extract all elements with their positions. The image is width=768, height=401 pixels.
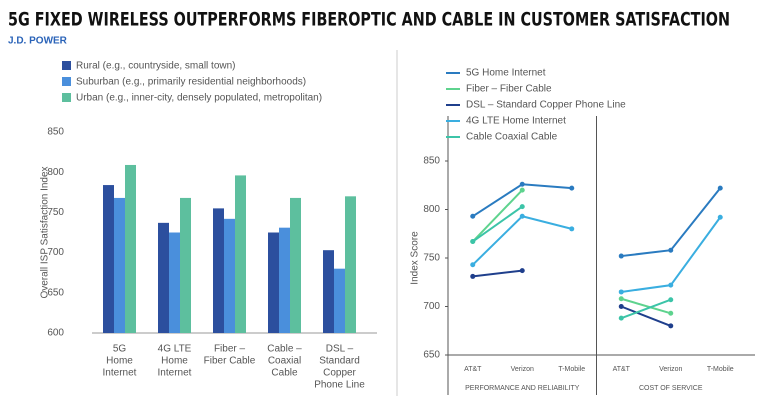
legend-swatch [62, 93, 71, 102]
bar [290, 197, 301, 333]
y-tick-label: 750 [423, 253, 440, 264]
bar [235, 175, 246, 333]
y-tick-label: 650 [423, 350, 440, 361]
y-tick-label: 750 [47, 207, 64, 218]
bar [103, 185, 114, 333]
x-tick-label: Fiber Cable [204, 356, 256, 367]
legend-label: 5G Home Internet [466, 68, 546, 79]
legend-label: Fiber – Fiber Cable [466, 84, 552, 95]
x-tick-label: Verizon [659, 366, 682, 373]
bar [125, 164, 136, 333]
x-tick-label: Home [161, 356, 188, 367]
bar [224, 218, 235, 333]
bar [279, 227, 290, 333]
legend-swatch [62, 77, 71, 86]
page-title: 5G FIXED WIRELESS OUTPERFORMS FIBEROPTIC… [8, 9, 730, 31]
bar [158, 222, 169, 333]
bar [323, 250, 334, 333]
bar [334, 268, 345, 333]
x-tick-label: Coaxial [268, 356, 301, 367]
y-tick-label: 800 [423, 204, 440, 215]
line [472, 189, 523, 243]
line [620, 298, 672, 320]
y-tick-label: 700 [47, 247, 64, 258]
x-tick-label: Home [106, 356, 133, 367]
x-tick-label: Cable – [267, 344, 302, 355]
x-tick-label: Internet [103, 368, 137, 379]
x-tick-label: Verizon [511, 366, 534, 373]
bar [268, 232, 279, 333]
y-axis-label: Overall ISP Satisfaction Index [40, 166, 51, 298]
line [621, 187, 722, 258]
legend-label: Cable Coaxial Cable [466, 132, 558, 143]
legend-label: Urban (e.g., inner-city, densely populat… [76, 93, 322, 104]
line [620, 305, 672, 327]
bar [345, 196, 356, 333]
y-axis-label: Index Score [410, 231, 421, 285]
legend-label: Suburban (e.g., primarily residential ne… [76, 77, 306, 88]
line [472, 215, 572, 266]
line [472, 183, 572, 218]
legend-label: DSL – Standard Copper Phone Line [466, 100, 626, 111]
x-tick-label: T-Mobile [558, 366, 585, 373]
bar [169, 232, 180, 333]
y-tick-label: 850 [47, 127, 64, 138]
x-tick-label: Fiber – [214, 344, 246, 355]
x-tick-label: AT&T [464, 366, 482, 373]
line [472, 205, 523, 243]
x-tick-label: Phone Line [314, 380, 365, 391]
x-tick-label: DSL – [326, 344, 354, 355]
legend-label: Rural (e.g., countryside, small town) [76, 61, 236, 72]
panel-label: COST OF SERVICE [639, 385, 703, 392]
x-tick-label: Standard [319, 356, 360, 367]
source: J.D. POWER [8, 36, 68, 47]
bar [180, 197, 191, 333]
x-tick-label: Copper [323, 368, 356, 379]
line [472, 269, 523, 278]
legend-swatch [62, 61, 71, 70]
line [620, 297, 672, 315]
x-tick-label: T-Mobile [707, 366, 734, 373]
bar [114, 197, 125, 333]
y-tick-label: 850 [423, 156, 440, 167]
y-tick-label: 600 [47, 328, 64, 339]
y-tick-label: 800 [47, 167, 64, 178]
x-tick-label: Internet [158, 368, 192, 379]
x-tick-label: 5G [113, 344, 127, 355]
x-tick-label: 4G LTE [158, 344, 192, 355]
legend-label: 4G LTE Home Internet [466, 116, 566, 127]
y-tick-label: 700 [423, 301, 440, 312]
x-tick-label: Cable [271, 368, 298, 379]
panel-label: PERFORMANCE AND RELIABILITY [465, 385, 580, 392]
y-tick-label: 650 [47, 287, 64, 298]
x-tick-label: AT&T [613, 366, 631, 373]
line [621, 216, 722, 293]
bar [213, 208, 224, 333]
